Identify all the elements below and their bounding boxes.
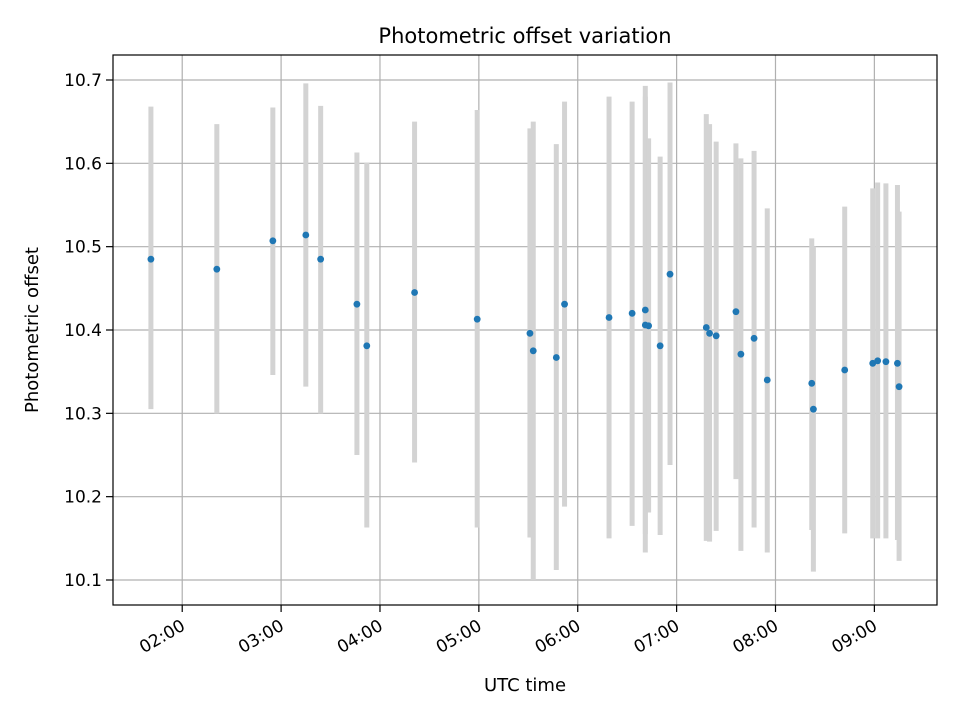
- data-point: [808, 379, 816, 387]
- y-axis-label: Photometric offset: [22, 247, 43, 413]
- data-point: [712, 332, 720, 340]
- data-point: [561, 300, 568, 308]
- y-tick-label: 10.4: [64, 321, 102, 341]
- data-points: [147, 231, 903, 413]
- data-point: [702, 324, 710, 331]
- data-point: [732, 308, 740, 316]
- data-point: [750, 334, 758, 342]
- data-point: [317, 255, 325, 263]
- x-axis-label: UTC time: [484, 675, 566, 696]
- data-point: [473, 315, 481, 323]
- data-point: [894, 359, 901, 367]
- data-point: [605, 314, 613, 321]
- data-point: [763, 376, 771, 384]
- data-point: [213, 265, 221, 273]
- data-point: [895, 383, 903, 391]
- data-point: [706, 329, 713, 337]
- data-point: [737, 350, 745, 358]
- data-point: [353, 300, 361, 308]
- data-point: [628, 309, 636, 317]
- data-point: [841, 366, 849, 374]
- data-point: [302, 231, 310, 239]
- chart-title: Photometric offset variation: [378, 24, 671, 48]
- data-point: [666, 270, 674, 278]
- data-point: [645, 322, 652, 330]
- data-point: [552, 354, 560, 361]
- data-point: [411, 289, 418, 296]
- data-point: [526, 329, 534, 337]
- grid: [113, 55, 937, 605]
- data-point: [874, 357, 882, 365]
- y-tick-label: 10.5: [64, 238, 102, 258]
- data-point: [269, 237, 277, 245]
- data-point: [363, 342, 371, 350]
- data-point: [882, 358, 890, 366]
- data-point: [810, 405, 817, 413]
- y-tick-label: 10.7: [64, 71, 102, 91]
- data-point: [656, 342, 664, 350]
- y-axis-ticks: 10.1 10.2 10.3 10.4 10.5 10.6 10.7: [64, 71, 113, 591]
- y-tick-label: 10.3: [64, 404, 102, 424]
- y-tick-label: 10.6: [64, 154, 102, 174]
- data-point: [641, 306, 649, 314]
- data-point: [147, 255, 155, 263]
- data-point: [529, 347, 537, 355]
- y-tick-label: 10.2: [64, 488, 102, 508]
- y-tick-label: 10.1: [64, 571, 102, 591]
